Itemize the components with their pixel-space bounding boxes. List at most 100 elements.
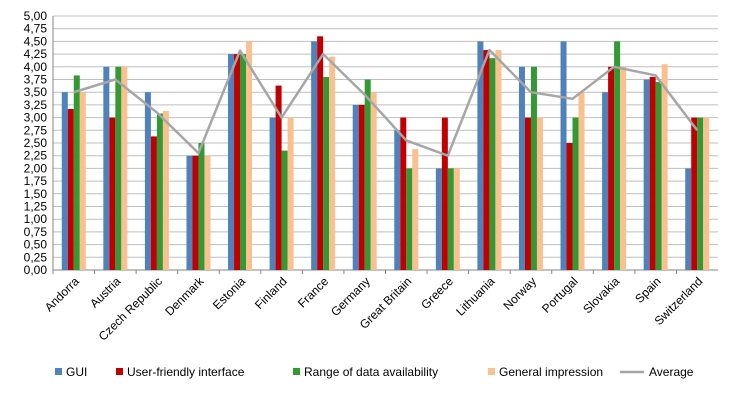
y-tick-label: 0,75 <box>24 225 48 239</box>
bar-gui <box>186 155 193 270</box>
bar-gui <box>311 41 318 271</box>
series-line-average <box>73 48 699 157</box>
bar-gui <box>643 79 650 270</box>
bar-range-of-data-availability <box>572 117 579 270</box>
bar-user-friendly-interface <box>317 36 324 270</box>
y-tick-label: 3,25 <box>24 98 48 112</box>
category-label: Slovakia <box>580 274 622 316</box>
bar-user-friendly-interface <box>691 117 698 270</box>
bar-general-impression <box>370 92 377 270</box>
category-label: Greece <box>418 274 456 312</box>
bar-gui <box>518 66 525 270</box>
category-label: Spain <box>632 274 664 306</box>
bar-range-of-data-availability <box>655 82 662 270</box>
average-line <box>73 48 699 157</box>
bar-general-impression <box>412 149 419 270</box>
bar-general-impression <box>287 117 294 270</box>
y-tick-label: 1,50 <box>24 187 48 201</box>
y-tick-label: 2,00 <box>24 161 48 175</box>
y-tick-label: 1,75 <box>24 174 48 188</box>
bar-gui <box>685 168 692 270</box>
bar-range-of-data-availability <box>323 76 330 271</box>
bar-general-impression <box>453 168 460 270</box>
bar-range-of-data-availability <box>115 66 122 270</box>
category-label: Lithuania <box>453 274 498 319</box>
bar-general-impression <box>661 64 668 270</box>
bar-gui <box>602 92 609 270</box>
bar-user-friendly-interface <box>150 136 157 270</box>
category-label: Portugal <box>539 274 581 316</box>
bar-range-of-data-availability <box>697 117 704 270</box>
y-tick-label: 2,75 <box>24 123 48 137</box>
category-label: Estonia <box>210 274 248 312</box>
bar-range-of-data-availability <box>364 79 371 270</box>
y-tick-label: 3,75 <box>24 73 48 87</box>
bar-gui <box>103 66 110 270</box>
legend-label: Range of data availability <box>304 365 438 379</box>
bar-user-friendly-interface <box>234 54 241 270</box>
legend-swatch <box>488 368 495 375</box>
category-label: Denmark <box>162 274 207 319</box>
bar-general-impression <box>204 155 211 270</box>
bar-user-friendly-interface <box>566 143 573 270</box>
bar-gui <box>228 54 235 270</box>
y-tick-label: 0,00 <box>24 263 48 277</box>
legend-label: GUI <box>66 365 87 379</box>
bar-general-impression <box>329 56 336 270</box>
legend-swatch <box>116 368 123 375</box>
bar-user-friendly-interface <box>109 117 116 270</box>
legend-swatch <box>293 368 300 375</box>
bar-gui <box>352 104 359 271</box>
bar-general-impression <box>703 117 710 270</box>
y-tick-label: 0,50 <box>24 238 48 252</box>
bar-general-impression <box>79 92 86 270</box>
bar-general-impression <box>536 117 543 270</box>
y-tick-label: 2,25 <box>24 149 48 163</box>
bar-range-of-data-availability <box>489 58 496 270</box>
bar-general-impression <box>495 50 502 271</box>
bars <box>52 36 710 274</box>
legend: GUI User-friendly interface Range of data … <box>55 365 694 379</box>
bar-user-friendly-interface <box>608 66 615 270</box>
y-tick-label: 1,25 <box>24 200 48 214</box>
category-label: France <box>295 274 332 311</box>
bar-gui <box>435 168 442 270</box>
category-label: Andorra <box>42 274 82 314</box>
bar-gui <box>269 117 276 270</box>
y-tick-label: 2,50 <box>24 136 48 150</box>
bar-range-of-data-availability <box>406 168 413 270</box>
bar-general-impression <box>246 41 253 271</box>
bar-user-friendly-interface <box>483 50 490 271</box>
bar-range-of-data-availability <box>156 113 163 270</box>
bar-gui <box>560 41 567 271</box>
bar-range-of-data-availability <box>447 168 454 270</box>
y-tick-label: 4,75 <box>24 22 48 36</box>
bar-user-friendly-interface <box>358 104 365 271</box>
legend-label: User-friendly interface <box>127 365 245 379</box>
bar-user-friendly-interface <box>67 108 74 271</box>
bar-range-of-data-availability <box>73 75 80 270</box>
y-tick-label: 4,50 <box>24 34 48 48</box>
category-label: Finland <box>252 274 290 312</box>
y-tick-label: 0,25 <box>24 250 48 264</box>
legend-label: General impression <box>499 365 603 379</box>
bar-user-friendly-interface <box>441 117 448 270</box>
y-tick-label: 3,00 <box>24 111 48 125</box>
y-tick-label: 4,25 <box>24 47 48 61</box>
y-tick-label: 5,00 <box>24 9 48 23</box>
y-tick-label: 4,00 <box>24 60 48 74</box>
category-label: Austria <box>87 274 124 311</box>
bar-general-impression <box>620 66 627 270</box>
bar-user-friendly-interface <box>400 117 407 270</box>
legend-label: Average <box>649 365 694 379</box>
bar-range-of-data-availability <box>530 66 537 270</box>
bar-gui <box>61 92 68 270</box>
y-tick-label: 3,50 <box>24 85 48 99</box>
bar-gui <box>394 130 401 270</box>
legend-swatch <box>55 368 62 375</box>
bar-range-of-data-availability <box>281 150 288 270</box>
bar-gui <box>144 92 151 270</box>
bar-range-of-data-availability <box>614 41 621 271</box>
